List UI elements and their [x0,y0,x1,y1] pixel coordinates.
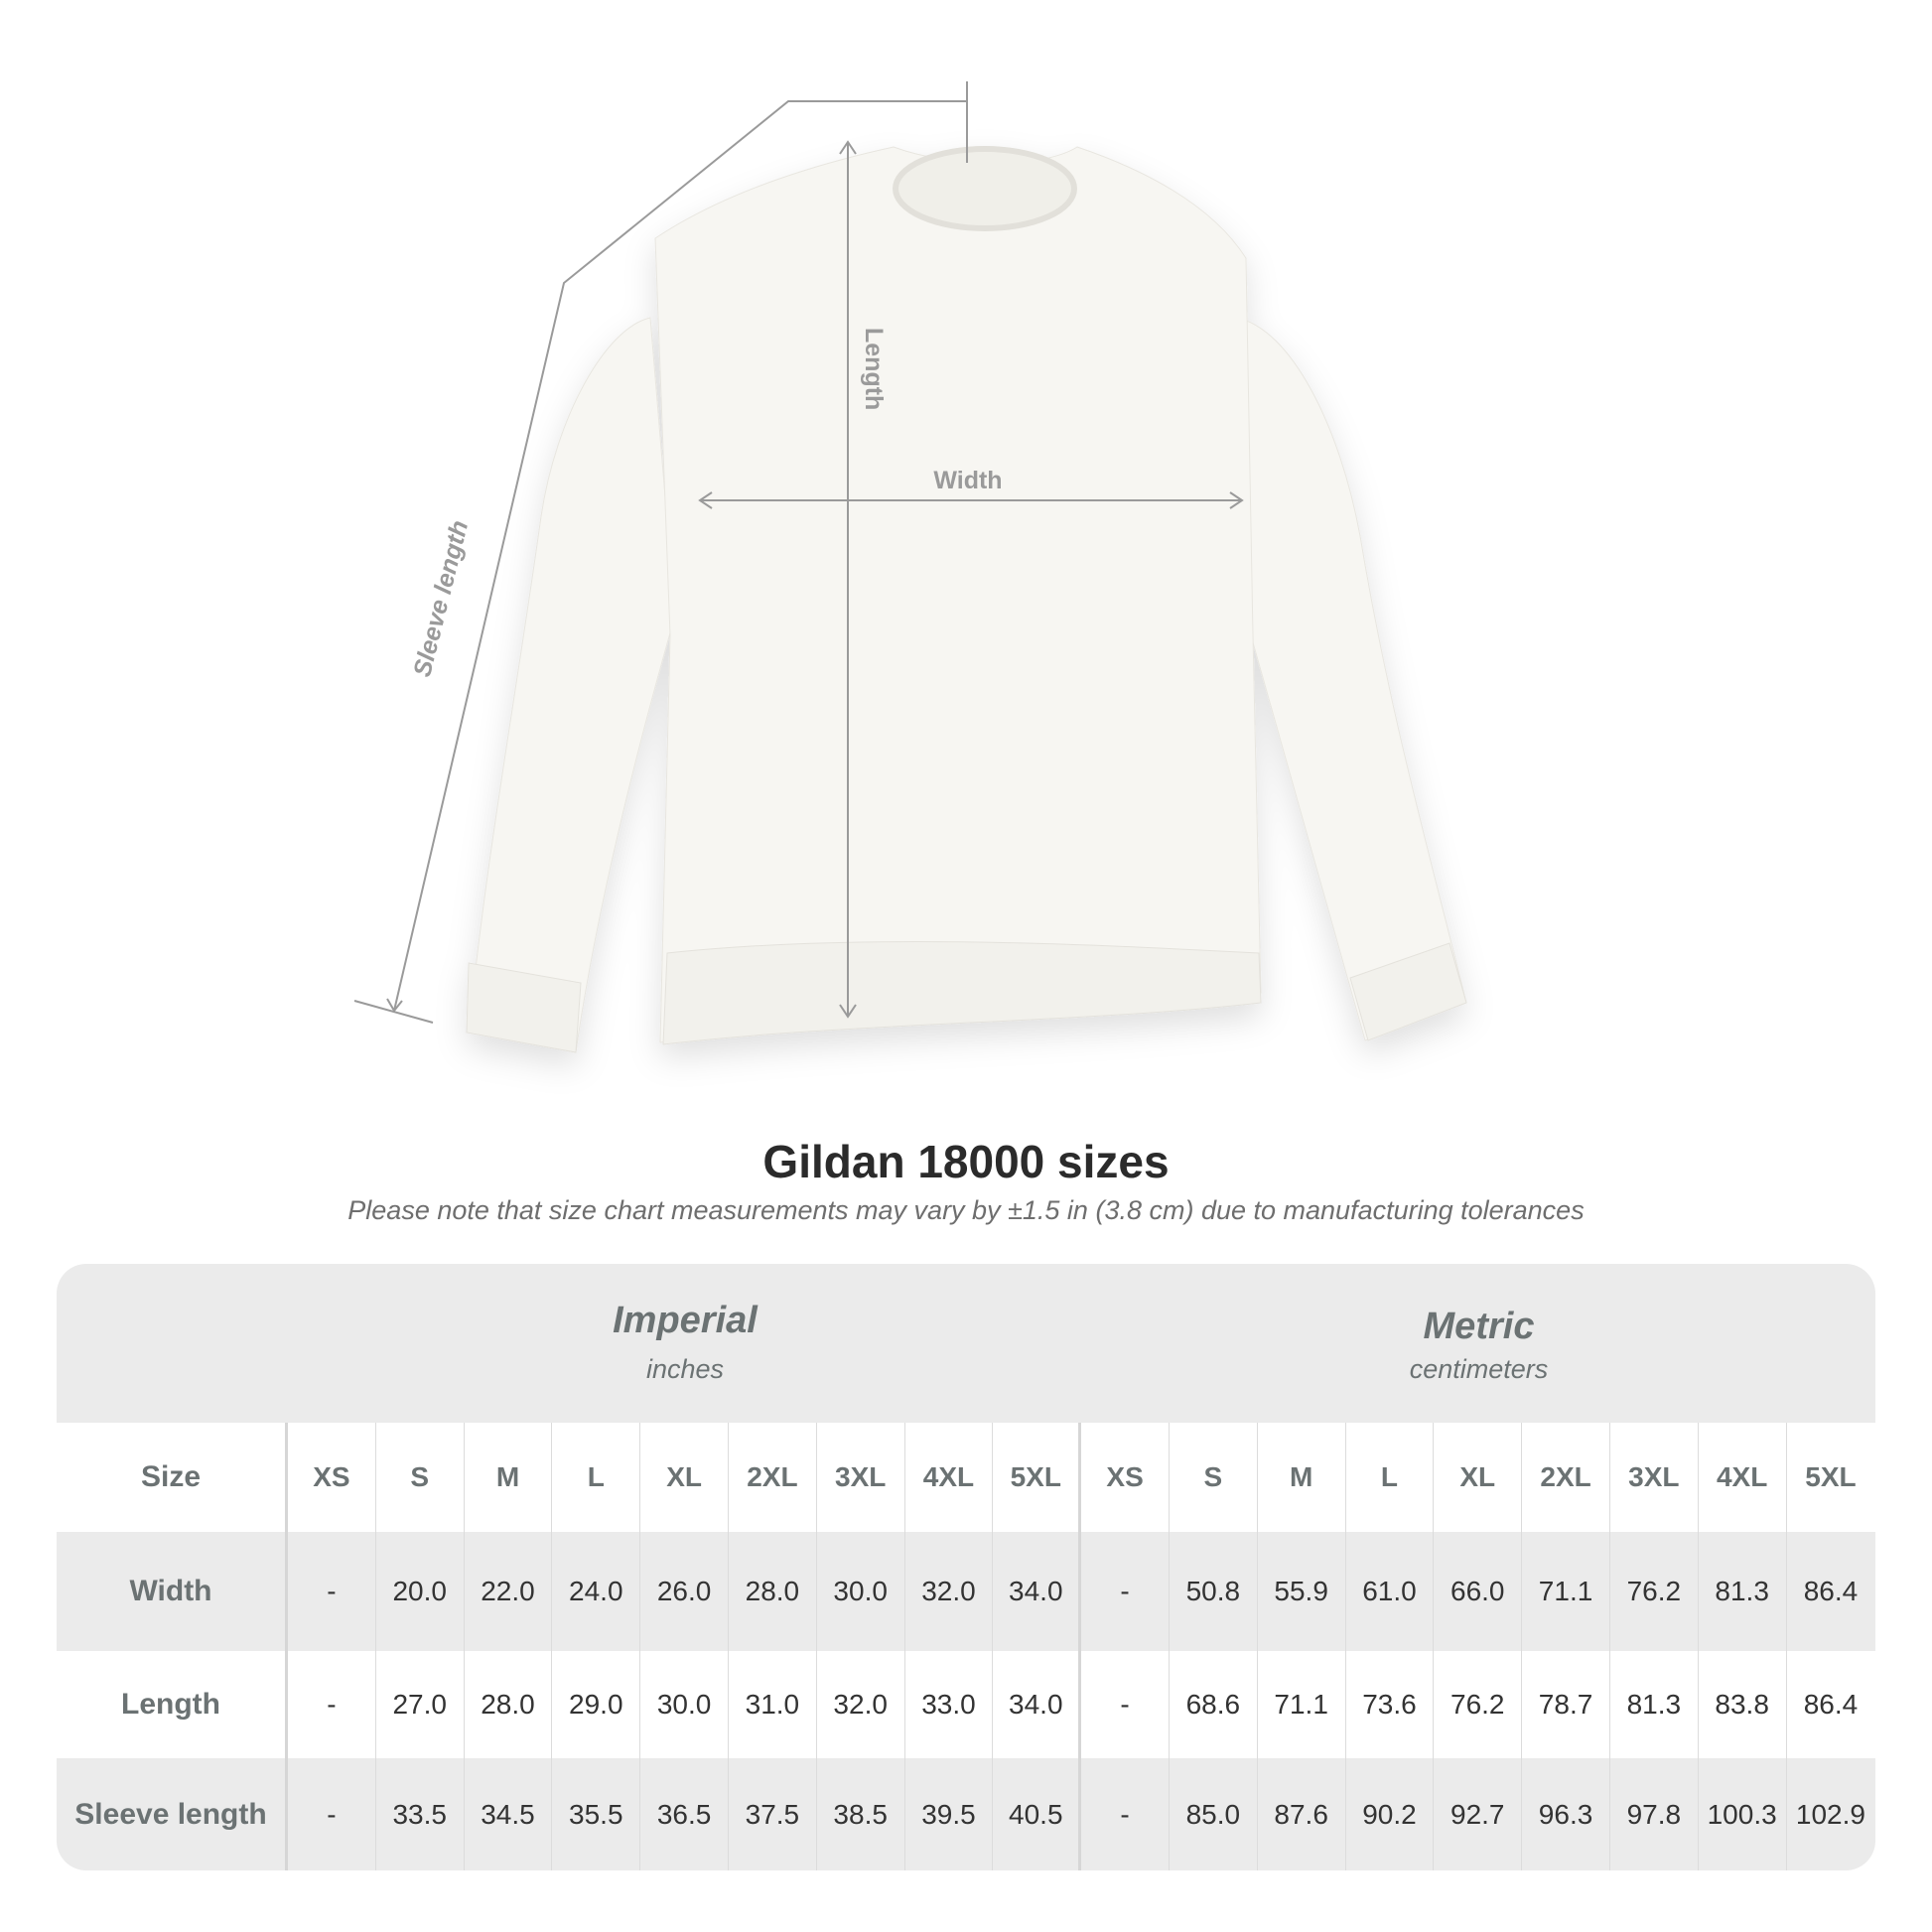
size-column-header: S [1170,1423,1258,1532]
measurement-lines [353,81,1244,1024]
table-cell: 32.0 [817,1651,905,1758]
table-cell: 85.0 [1170,1758,1258,1870]
table-cell: 71.1 [1522,1532,1610,1651]
table-cell: - [288,1532,376,1651]
row-label: Sleeve length [57,1758,288,1870]
table-cell: 78.7 [1522,1651,1610,1758]
table-cell: 39.5 [905,1758,994,1870]
row-label: Size [57,1423,288,1532]
table-cell: 38.5 [817,1758,905,1870]
table-cell: 55.9 [1258,1532,1346,1651]
table-cell: 36.5 [640,1758,729,1870]
table-cell: 100.3 [1699,1758,1787,1870]
size-column-header: 3XL [817,1423,905,1532]
table-cell: 86.4 [1803,1689,1859,1720]
table-cell: 86.4 [1803,1576,1859,1606]
table-cell: 50.8 [1170,1532,1258,1651]
table-cell: 31.0 [729,1651,817,1758]
table-cell: 102.9 [1795,1798,1865,1830]
table-cell: 28.0 [729,1532,817,1651]
table-cell: 83.8 [1699,1651,1787,1758]
table-cell: - [1081,1532,1170,1651]
row-label: Width [57,1532,288,1651]
size-column-header: L [1346,1423,1435,1532]
table-cell: 37.5 [729,1758,817,1870]
table-cell: 40.5 [993,1758,1082,1870]
table-cell: 66.0 [1434,1532,1523,1651]
table-cell: 30.0 [640,1651,729,1758]
table-cell: 24.0 [552,1532,641,1651]
metric-title: Metric [1423,1306,1535,1347]
table-cell: 61.0 [1346,1532,1435,1651]
table-cell: 68.6 [1170,1651,1258,1758]
table-cell: 92.7 [1434,1758,1523,1870]
size-column-header: 2XL [729,1423,817,1532]
table-cell: - [1081,1651,1170,1758]
size-column-header: M [465,1423,553,1532]
size-column-header: XL [640,1423,729,1532]
table-cell: 30.0 [817,1532,905,1651]
size-column-header: L [552,1423,641,1532]
table-cell: - [288,1651,376,1758]
table-cell: - [288,1758,376,1870]
imperial-header: Imperial inches [288,1264,1082,1423]
table-cell: 28.0 [465,1651,553,1758]
table-cell: 32.0 [905,1532,994,1651]
imperial-title: Imperial [613,1300,758,1341]
table-cell: 33.0 [905,1651,994,1758]
size-column-header: 2XL [1522,1423,1610,1532]
table-cell: 97.8 [1610,1758,1699,1870]
size-column-header: 4XL [1699,1423,1787,1532]
page-title: Gildan 18000 sizes [762,1136,1170,1187]
table-cell: 90.2 [1346,1758,1435,1870]
table-cell: 81.3 [1699,1532,1787,1651]
table-cell: 35.5 [552,1758,641,1870]
size-column-header: M [1258,1423,1346,1532]
length-label: Length [860,328,888,410]
size-column-header: 4XL [905,1423,994,1532]
metric-unit: centimeters [1409,1354,1549,1384]
table-cell: 29.0 [552,1651,641,1758]
table-row: Width -20.0 22.0 24.0 26.0 28.0 30.0 32.0 34.0-5… [57,1532,1875,1651]
table-cell: - [1081,1758,1170,1870]
table-cell: 73.6 [1346,1651,1435,1758]
table-cell: 81.3 [1610,1651,1699,1758]
row-label: Length [57,1651,288,1758]
size-column-header: 5XL [993,1423,1082,1532]
sweatshirt-diagram: Length Width Sleeve length [353,81,1467,1053]
size-table: Imperial inches Metric centimeters Size X… [57,1264,1875,1870]
tolerance-note: Please note that size chart measurements… [347,1195,1585,1225]
size-header-row: Size XS S M L XL 2XL 3XL 4XL 5XL XS S M L XL 2XL 3XL 4XL 5… [57,1423,1875,1532]
table-cell: 34.0 [993,1651,1082,1758]
size-column-header: XS [288,1423,376,1532]
table-cell: 76.2 [1610,1532,1699,1651]
table-cell: 87.6 [1258,1758,1346,1870]
table-cell: 33.5 [376,1758,465,1870]
size-column-header: S [376,1423,465,1532]
imperial-unit: inches [645,1354,725,1384]
width-label: Width [933,467,1002,494]
table-cell: 22.0 [465,1532,553,1651]
table-row: Sleeve length -33.5 34.5 35.5 36.5 37.5 38.5 39… [57,1758,1875,1870]
table-cell: 71.1 [1258,1651,1346,1758]
table-cell: 26.0 [640,1532,729,1651]
table-cell: 34.0 [993,1532,1082,1651]
size-column-header: 3XL [1610,1423,1699,1532]
sweatshirt-image [466,146,1467,1053]
table-cell: 27.0 [376,1651,465,1758]
metric-header: Metric centimeters [1082,1264,1875,1423]
table-cell: 96.3 [1522,1758,1610,1870]
table-cell: 76.2 [1434,1651,1523,1758]
size-column-header: 5XL [1805,1461,1857,1492]
table-cell: 20.0 [376,1532,465,1651]
size-column-header: XS [1081,1423,1170,1532]
sleeve-length-label: Sleeve length [408,517,474,679]
table-row: Length -27.0 28.0 29.0 30.0 31.0 32.0 33.0 34.0-… [57,1651,1875,1758]
table-cell: 34.5 [465,1758,553,1870]
size-column-header: XL [1434,1423,1523,1532]
